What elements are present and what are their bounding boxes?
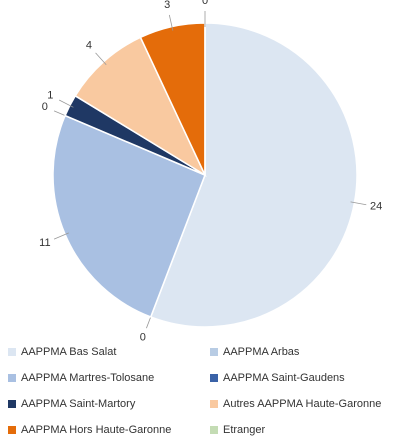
legend-swatch [8, 374, 16, 382]
legend-swatch [210, 426, 218, 434]
legend-swatch [210, 374, 218, 382]
legend-swatch [210, 348, 218, 356]
legend-label: AAPPMA Arbas [223, 346, 300, 358]
legend-label: AAPPMA Martres-Tolosane [21, 372, 154, 384]
data-label: 0 [140, 331, 146, 343]
legend-label: Autres AAPPMA Haute-Garonne [223, 398, 381, 410]
legend-label: AAPPMA Hors Haute-Garonne [21, 424, 171, 436]
leader-line [350, 201, 367, 206]
legend-label: Etranger [223, 424, 266, 436]
leader-line [95, 52, 107, 66]
data-label: 4 [86, 39, 92, 51]
data-label: 3 [164, 0, 170, 11]
legend-swatch [8, 348, 16, 356]
legend-label: AAPPMA Saint-Martory [21, 398, 136, 410]
data-label: 0 [42, 101, 48, 113]
leader-line [53, 232, 69, 240]
legend-swatch [210, 400, 218, 408]
legend-label: AAPPMA Saint-Gaudens [223, 372, 345, 384]
legend-swatch [8, 426, 16, 434]
legend-label: AAPPMA Bas Salat [21, 346, 116, 358]
data-label: 1 [47, 89, 53, 101]
leader-line [168, 14, 174, 31]
data-label: 11 [39, 237, 50, 249]
data-label: 0 [202, 0, 208, 7]
legend-swatch [8, 400, 16, 408]
leader-line [58, 99, 74, 108]
data-label: 24 [370, 201, 382, 213]
